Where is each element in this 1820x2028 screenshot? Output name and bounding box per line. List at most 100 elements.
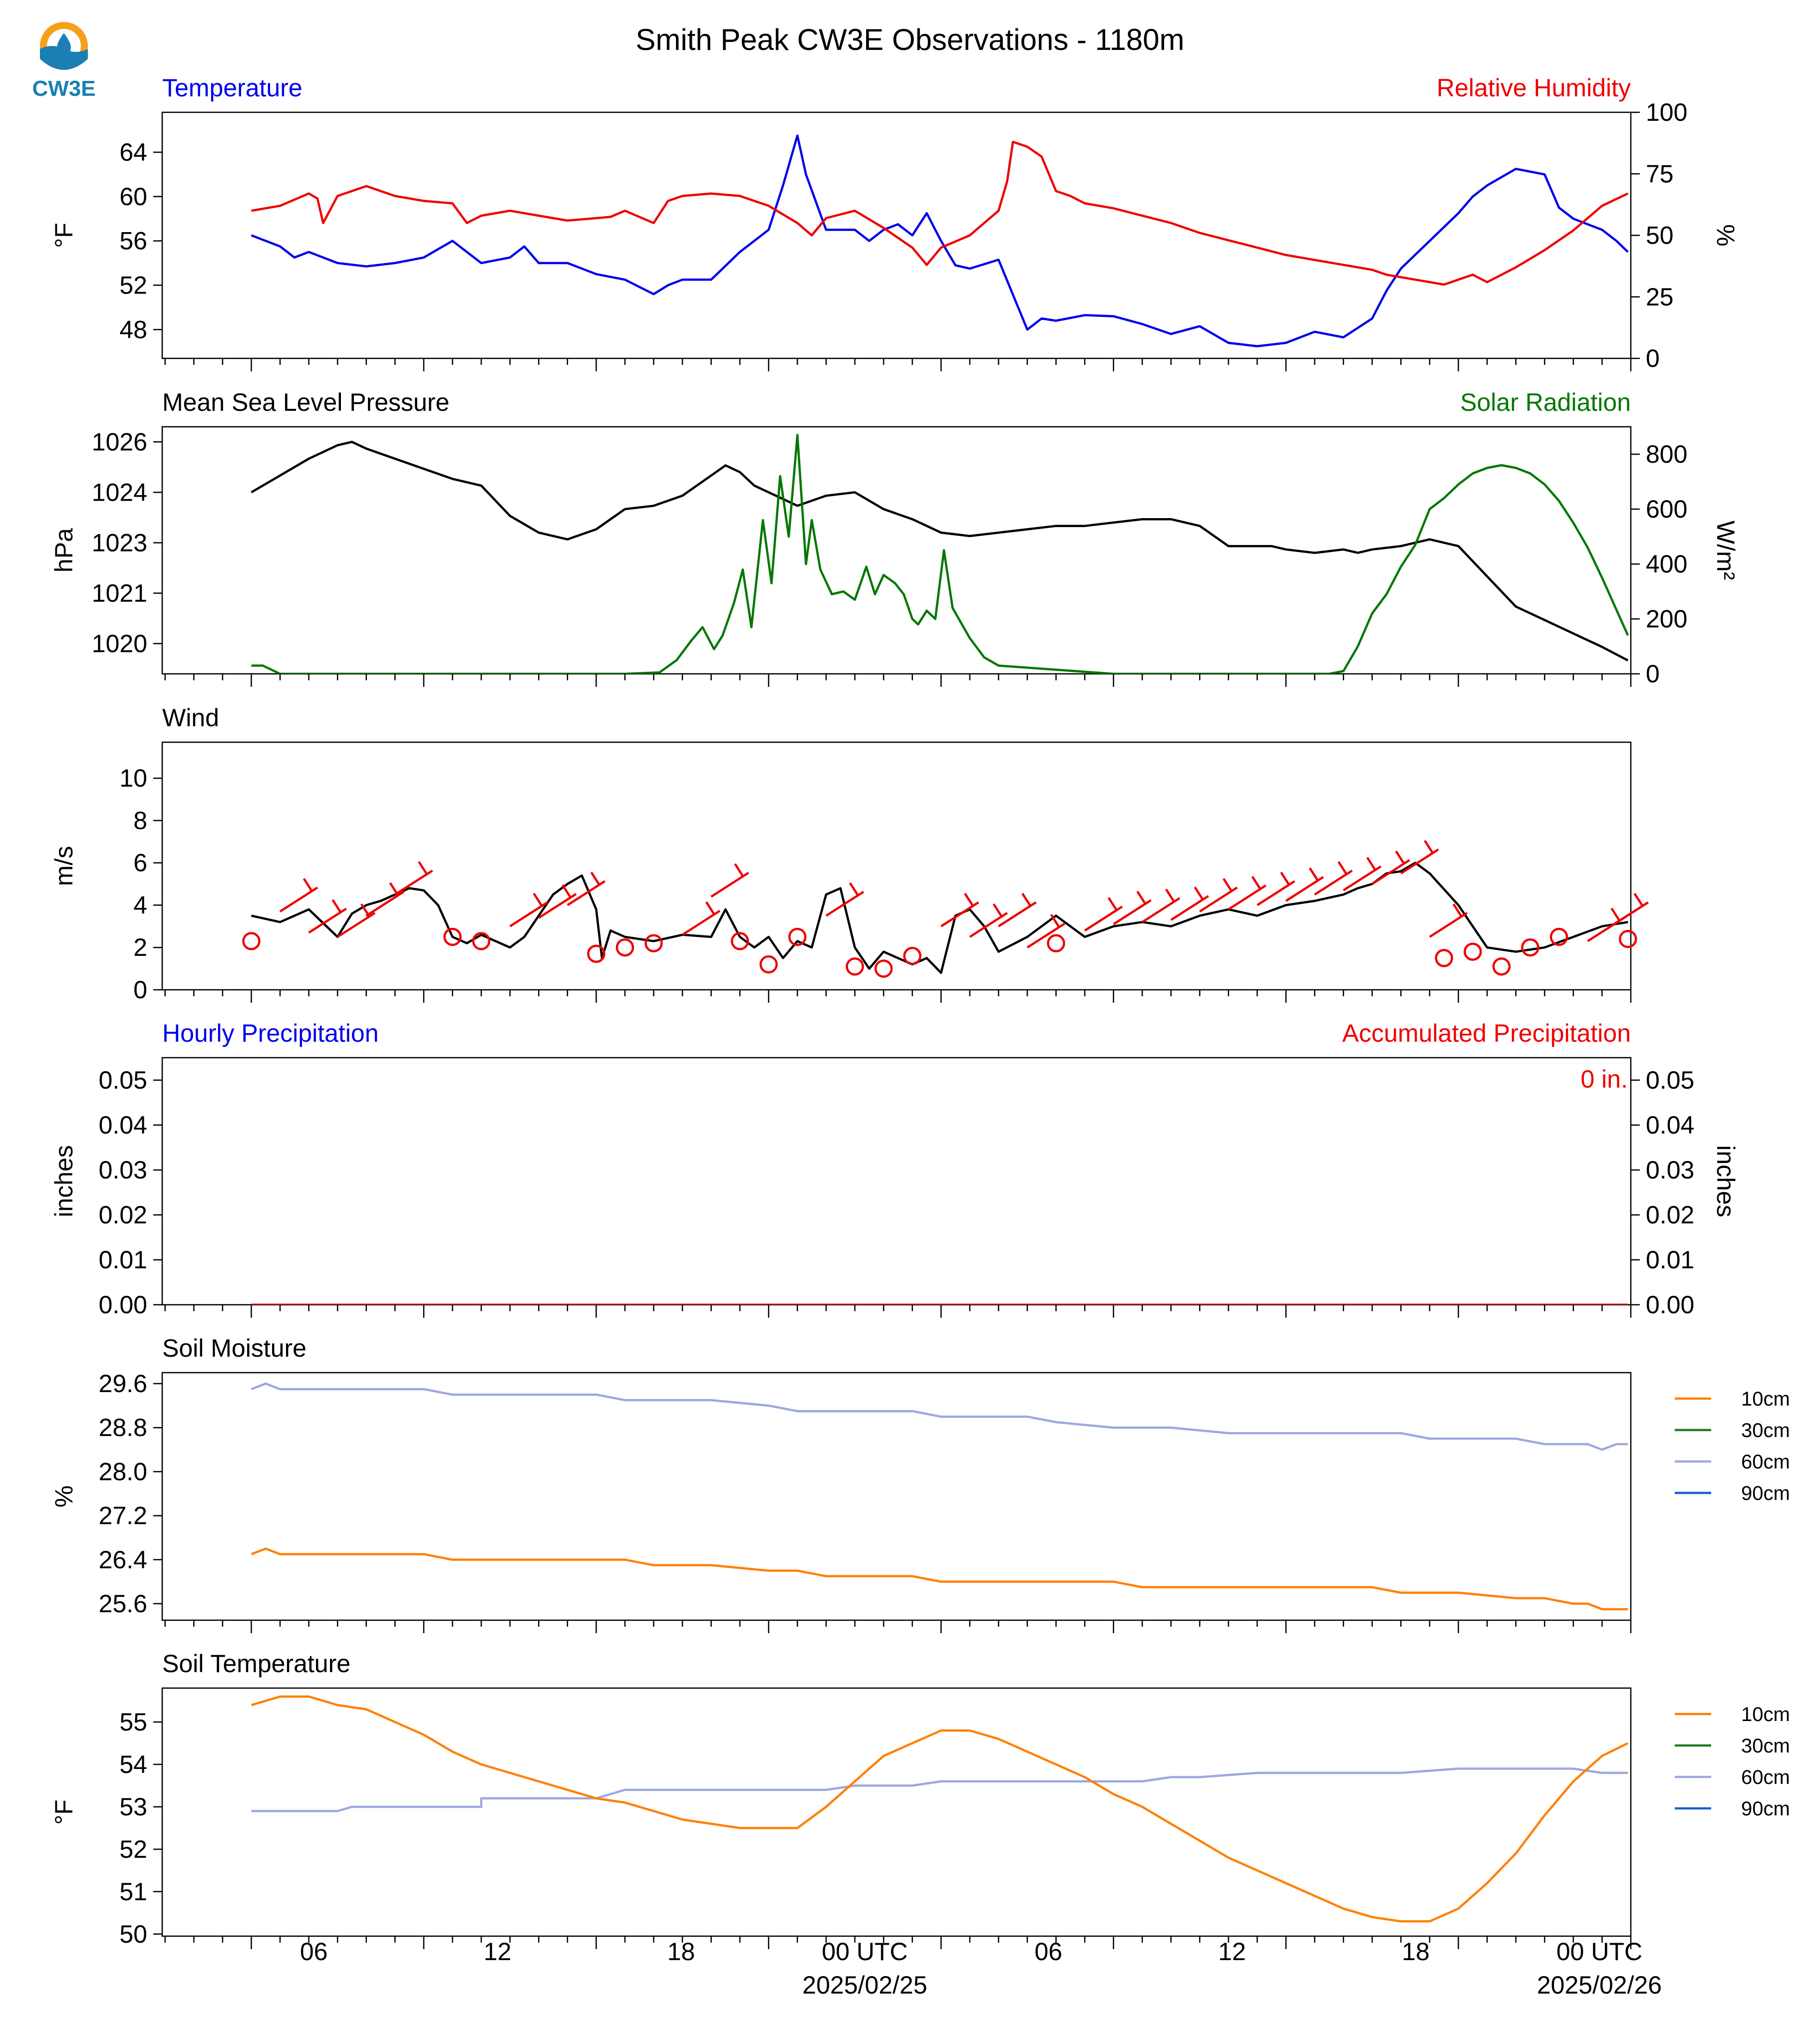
panel-left-title: Wind xyxy=(162,704,219,732)
wind-barb-staff xyxy=(336,912,376,938)
wind-calm-circle xyxy=(846,957,864,976)
panel-right-title: Relative Humidity xyxy=(1437,74,1631,102)
right-ytick-label: 0.03 xyxy=(1646,1156,1694,1184)
left-ytick-label: 60 xyxy=(119,183,147,211)
left-ytick-label: 0.04 xyxy=(99,1111,147,1139)
time-tick-label: 06 xyxy=(1034,1938,1062,1966)
series-line-60cm xyxy=(251,1382,1628,1451)
left-ytick-label: 0.01 xyxy=(99,1246,147,1274)
left-ytick-label: 28.8 xyxy=(99,1414,147,1442)
right-ytick-label: 0.00 xyxy=(1646,1291,1694,1319)
left-ytick-label: 0.02 xyxy=(99,1201,147,1229)
chart-title: Smith Peak CW3E Observations - 1180m xyxy=(635,23,1184,56)
left-ytick-label: 0 xyxy=(133,976,147,1004)
left-ytick-label: 29.6 xyxy=(99,1370,147,1398)
wind-calm-circle xyxy=(874,959,893,978)
logo-wave-icon xyxy=(40,46,88,70)
wind-calm-circle xyxy=(1618,930,1637,948)
right-ytick-label: 0.02 xyxy=(1646,1201,1694,1229)
right-ytick-label: 100 xyxy=(1646,98,1687,126)
right-ylabel: % xyxy=(1712,224,1740,246)
wind-barb-staff xyxy=(567,880,606,906)
wind-barb-flag xyxy=(849,882,859,896)
legend-label: 90cm xyxy=(1741,1798,1790,1820)
date-label: 2025/02/26 xyxy=(1537,1971,1662,1999)
right-ytick-label: 400 xyxy=(1646,550,1687,578)
left-ytick-label: 2 xyxy=(133,933,147,961)
left-ytick-label: 64 xyxy=(119,138,147,166)
right-ytick-label: 0 xyxy=(1646,344,1660,372)
wind-barb-flag xyxy=(1337,861,1348,875)
legend-label: 90cm xyxy=(1741,1482,1790,1504)
panel-frame xyxy=(161,1372,1632,1621)
wind-barb-flag xyxy=(1424,840,1434,854)
wind-barb-flag xyxy=(331,899,342,913)
wind-barb-flag xyxy=(1610,907,1621,921)
wind-barb-flag xyxy=(1165,888,1175,902)
wind-calm-circle xyxy=(472,932,491,950)
right-ytick-label: 0.05 xyxy=(1646,1066,1694,1094)
wind-barb-flag xyxy=(1280,871,1290,885)
left-ytick-label: 54 xyxy=(119,1750,147,1778)
panel-precip: Hourly Precipitation Accumulated Precipit… xyxy=(50,1019,1740,1319)
panel-right-title: Solar Radiation xyxy=(1460,388,1631,416)
left-ytick-label: 25.6 xyxy=(99,1590,147,1618)
left-ytick-label: 55 xyxy=(119,1708,147,1736)
wind-barb-flag xyxy=(590,871,601,885)
series-line-black xyxy=(251,862,1628,974)
wind-barb-staff xyxy=(969,912,1008,938)
wind-barb-flag xyxy=(992,903,1003,917)
left-ytick-label: 50 xyxy=(119,1920,147,1948)
time-tick-label: 18 xyxy=(1402,1938,1430,1966)
left-ytick-label: 8 xyxy=(133,807,147,835)
wind-barb-flag xyxy=(1136,890,1147,904)
time-axis-labels: 06 12 18 00 UTC 06 12 18 00 UTC 2025/02/… xyxy=(300,1938,1662,1999)
left-ytick-label: 27.2 xyxy=(99,1502,147,1530)
wind-barb-staff xyxy=(681,909,721,936)
panel-wind: Wind 0 2 4 6 8 10 m/s xyxy=(50,704,1649,1004)
wind-calm-circle xyxy=(1047,934,1065,952)
wind-barb-flag xyxy=(1366,857,1376,871)
time-tick-label: 12 xyxy=(484,1938,512,1966)
left-ytick-label: 6 xyxy=(133,849,147,877)
panel-frame xyxy=(161,1057,1632,1306)
wind-barb-staff xyxy=(509,901,548,927)
panel-left-title: Hourly Precipitation xyxy=(162,1019,379,1047)
wind-calm-circle xyxy=(644,934,663,952)
legend-label: 10cm xyxy=(1741,1388,1790,1410)
left-ylabel: m/s xyxy=(50,846,78,886)
panel-left-title: Temperature xyxy=(162,74,303,102)
wind-calm-circle xyxy=(1521,938,1539,957)
wind-calm-circle xyxy=(587,944,606,963)
left-ytick-label: 0.00 xyxy=(99,1291,147,1319)
date-label: 2025/02/25 xyxy=(802,1971,927,1999)
left-ytick-label: 1020 xyxy=(92,629,147,657)
series-line-10cm xyxy=(251,1695,1629,1923)
wind-barb-staff xyxy=(538,892,577,919)
legend-label: 30cm xyxy=(1741,1420,1790,1442)
wind-calm-circle xyxy=(443,927,462,946)
left-ytick-label: 0.03 xyxy=(99,1156,147,1184)
right-ytick-label: 0 xyxy=(1646,660,1660,688)
precip-total-annotation: 0 in. xyxy=(1580,1065,1628,1093)
right-ytick-label: 600 xyxy=(1646,495,1687,523)
right-ylabel: W/m² xyxy=(1712,521,1740,580)
right-ytick-label: 50 xyxy=(1646,222,1674,250)
right-ytick-label: 75 xyxy=(1646,160,1674,188)
panel-soil_moisture: Soil Moisture 25.6 26.4 27.2 28.0 28.8 29.6% 10… xyxy=(50,1334,1790,1633)
left-ytick-label: 1023 xyxy=(92,529,147,557)
left-ylabel: °F xyxy=(50,1799,78,1825)
left-ytick-label: 52 xyxy=(119,1835,147,1863)
left-ytick-label: 48 xyxy=(119,315,147,343)
left-ytick-label: 0.05 xyxy=(99,1066,147,1094)
logo-text: CW3E xyxy=(32,76,95,101)
left-ylabel: % xyxy=(50,1485,78,1507)
left-ytick-label: 1021 xyxy=(92,579,147,607)
wind-barb-flag xyxy=(1452,903,1463,917)
right-ytick-label: 25 xyxy=(1646,283,1674,311)
panel-frame xyxy=(161,741,1632,991)
wind-calm-circle xyxy=(242,932,261,950)
left-ytick-label: 56 xyxy=(119,227,147,255)
wind-barb-flag xyxy=(1251,875,1261,890)
panel-temp_rh: Temperature Relative Humidity 48 52 56 60 64 0 2… xyxy=(50,74,1740,372)
